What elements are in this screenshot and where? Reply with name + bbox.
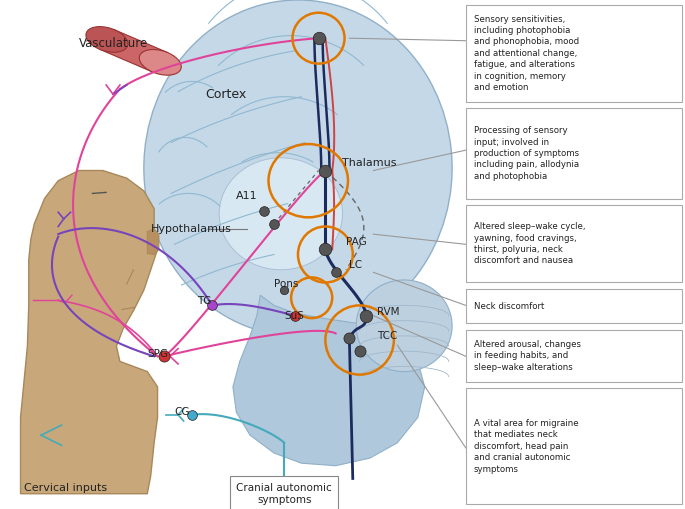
- Text: Altered arousal, changes
in feeding habits, and
sleep–wake alterations: Altered arousal, changes in feeding habi…: [474, 340, 581, 372]
- Text: TCC: TCC: [377, 331, 397, 341]
- Ellipse shape: [139, 49, 182, 75]
- Ellipse shape: [144, 0, 452, 336]
- Text: PAG: PAG: [346, 237, 366, 247]
- Polygon shape: [233, 295, 425, 466]
- Polygon shape: [99, 30, 168, 72]
- Text: TG: TG: [197, 296, 212, 306]
- Text: Cervical inputs: Cervical inputs: [24, 483, 107, 493]
- Ellipse shape: [356, 280, 452, 372]
- FancyBboxPatch shape: [466, 289, 682, 323]
- Polygon shape: [147, 229, 159, 254]
- Text: A11: A11: [236, 191, 258, 201]
- Text: Vasculature: Vasculature: [79, 37, 148, 50]
- Ellipse shape: [219, 158, 342, 270]
- Ellipse shape: [86, 26, 128, 52]
- Text: LC: LC: [349, 260, 362, 270]
- Text: SPG: SPG: [147, 349, 169, 359]
- Text: Cortex: Cortex: [206, 88, 247, 101]
- Text: Cranial autonomic
symptoms: Cranial autonomic symptoms: [236, 483, 332, 505]
- Text: Altered sleep–wake cycle,
yawning, food cravings,
thirst, polyuria, neck
discomf: Altered sleep–wake cycle, yawning, food …: [474, 222, 586, 266]
- Text: Processing of sensory
input; involved in
production of symptoms
including pain, : Processing of sensory input; involved in…: [474, 126, 579, 181]
- FancyBboxPatch shape: [466, 5, 682, 102]
- Polygon shape: [21, 171, 158, 494]
- FancyBboxPatch shape: [466, 108, 682, 199]
- Text: Thalamus: Thalamus: [342, 158, 397, 168]
- Text: SuS: SuS: [284, 310, 304, 321]
- Text: Hypothalamus: Hypothalamus: [151, 224, 232, 234]
- FancyBboxPatch shape: [466, 330, 682, 382]
- Text: CG: CG: [175, 407, 190, 417]
- Text: A vital area for migraine
that mediates neck
discomfort, head pain
and cranial a: A vital area for migraine that mediates …: [474, 419, 579, 473]
- Text: Neck discomfort: Neck discomfort: [474, 302, 545, 310]
- FancyBboxPatch shape: [466, 388, 682, 504]
- Text: RVM: RVM: [377, 306, 399, 317]
- FancyBboxPatch shape: [466, 205, 682, 282]
- FancyBboxPatch shape: [230, 476, 338, 509]
- Text: Pons: Pons: [274, 279, 299, 289]
- Text: Sensory sensitivities,
including photophobia
and phonophobia, mood
and attention: Sensory sensitivities, including photoph…: [474, 15, 579, 92]
